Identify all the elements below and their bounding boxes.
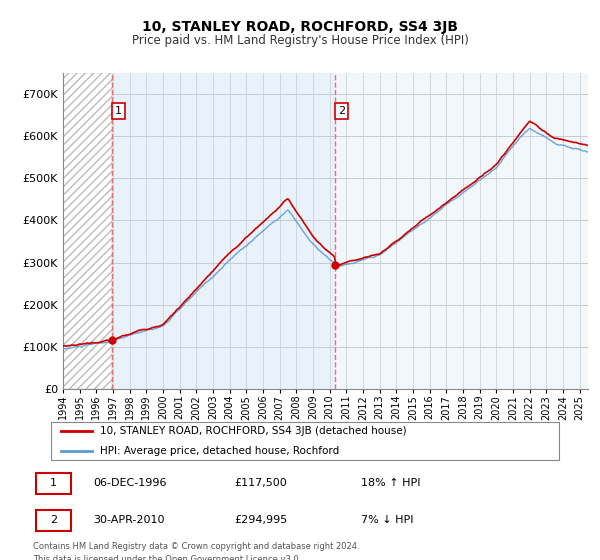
Text: 10, STANLEY ROAD, ROCHFORD, SS4 3JB: 10, STANLEY ROAD, ROCHFORD, SS4 3JB (142, 20, 458, 34)
Text: £117,500: £117,500 (234, 478, 287, 488)
Text: Contains HM Land Registry data © Crown copyright and database right 2024.
This d: Contains HM Land Registry data © Crown c… (33, 542, 359, 560)
Text: 30-APR-2010: 30-APR-2010 (94, 515, 165, 525)
Text: 1: 1 (50, 478, 57, 488)
FancyBboxPatch shape (35, 473, 71, 493)
Text: HPI: Average price, detached house, Rochford: HPI: Average price, detached house, Roch… (100, 446, 339, 456)
FancyBboxPatch shape (35, 510, 71, 531)
Text: 2: 2 (338, 106, 346, 116)
Bar (335, 73, 588, 389)
Text: 18% ↑ HPI: 18% ↑ HPI (361, 478, 421, 488)
Text: 06-DEC-1996: 06-DEC-1996 (94, 478, 167, 488)
Bar (112, 73, 335, 389)
Text: £294,995: £294,995 (234, 515, 287, 525)
Bar (63, 73, 112, 389)
Text: 10, STANLEY ROAD, ROCHFORD, SS4 3JB (detached house): 10, STANLEY ROAD, ROCHFORD, SS4 3JB (det… (100, 426, 406, 436)
Text: 2: 2 (50, 515, 57, 525)
FancyBboxPatch shape (50, 422, 559, 460)
Text: 1: 1 (115, 106, 122, 116)
Text: 7% ↓ HPI: 7% ↓ HPI (361, 515, 414, 525)
Text: Price paid vs. HM Land Registry's House Price Index (HPI): Price paid vs. HM Land Registry's House … (131, 34, 469, 46)
